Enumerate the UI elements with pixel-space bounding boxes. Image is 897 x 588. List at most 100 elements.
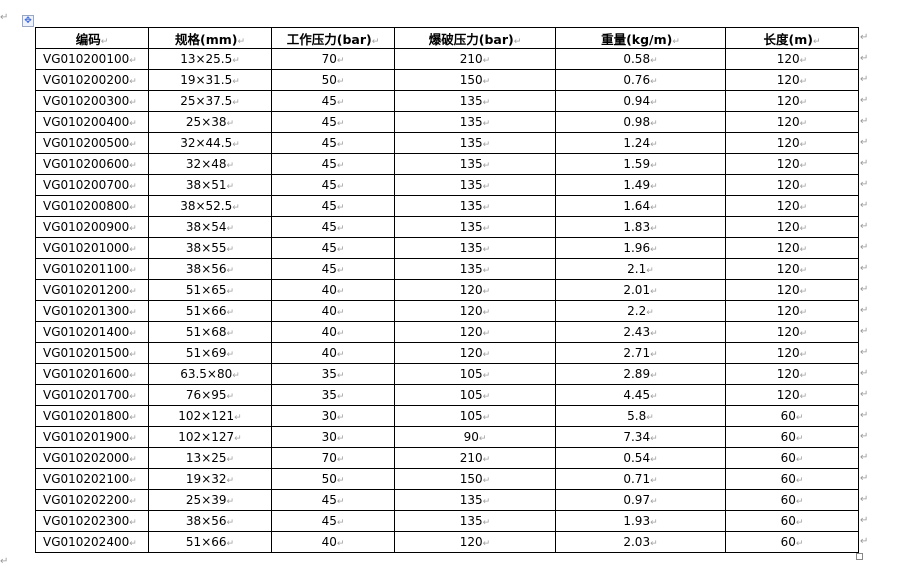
- cell-length[interactable]: 120: [725, 90, 859, 112]
- cell-spec[interactable]: 51×66: [148, 531, 272, 553]
- cell-burst-pressure[interactable]: 135: [394, 195, 556, 217]
- cell-code[interactable]: VG010202400: [35, 531, 149, 553]
- cell-weight[interactable]: 0.97: [555, 489, 726, 511]
- cell-weight[interactable]: 1.64: [555, 195, 726, 217]
- cell-burst-pressure[interactable]: 135: [394, 216, 556, 238]
- cell-weight[interactable]: 2.71: [555, 342, 726, 364]
- cell-code[interactable]: VG010201700: [35, 384, 149, 406]
- cell-code[interactable]: VG010200200: [35, 69, 149, 91]
- cell-code[interactable]: VG010201000: [35, 237, 149, 259]
- cell-burst-pressure[interactable]: 135: [394, 510, 556, 532]
- cell-burst-pressure[interactable]: 120: [394, 321, 556, 343]
- cell-weight[interactable]: 1.24: [555, 132, 726, 154]
- cell-burst-pressure[interactable]: 135: [394, 174, 556, 196]
- cell-burst-pressure[interactable]: 105: [394, 363, 556, 385]
- cell-weight[interactable]: 2.1: [555, 258, 726, 280]
- cell-working-pressure[interactable]: 70: [271, 447, 395, 469]
- cell-code[interactable]: VG010200400: [35, 111, 149, 133]
- cell-spec[interactable]: 51×68: [148, 321, 272, 343]
- cell-working-pressure[interactable]: 45: [271, 90, 395, 112]
- cell-spec[interactable]: 25×37.5: [148, 90, 272, 112]
- cell-length[interactable]: 120: [725, 111, 859, 133]
- cell-code[interactable]: VG010202300: [35, 510, 149, 532]
- cell-burst-pressure[interactable]: 105: [394, 384, 556, 406]
- cell-length[interactable]: 120: [725, 153, 859, 175]
- cell-working-pressure[interactable]: 45: [271, 153, 395, 175]
- cell-weight[interactable]: 0.98: [555, 111, 726, 133]
- cell-spec[interactable]: 19×32: [148, 468, 272, 490]
- cell-burst-pressure[interactable]: 135: [394, 132, 556, 154]
- cell-working-pressure[interactable]: 35: [271, 384, 395, 406]
- cell-weight[interactable]: 0.71: [555, 468, 726, 490]
- cell-length[interactable]: 60: [725, 405, 859, 427]
- cell-working-pressure[interactable]: 40: [271, 321, 395, 343]
- cell-burst-pressure[interactable]: 105: [394, 405, 556, 427]
- cell-working-pressure[interactable]: 50: [271, 468, 395, 490]
- cell-weight[interactable]: 0.76: [555, 69, 726, 91]
- cell-burst-pressure[interactable]: 120: [394, 342, 556, 364]
- cell-spec[interactable]: 38×51: [148, 174, 272, 196]
- table-move-handle-icon[interactable]: ✥: [22, 15, 34, 27]
- cell-weight[interactable]: 1.96: [555, 237, 726, 259]
- cell-weight[interactable]: 2.2: [555, 300, 726, 322]
- cell-weight[interactable]: 0.94: [555, 90, 726, 112]
- cell-weight[interactable]: 2.01: [555, 279, 726, 301]
- cell-spec[interactable]: 38×56: [148, 510, 272, 532]
- cell-working-pressure[interactable]: 40: [271, 531, 395, 553]
- cell-working-pressure[interactable]: 70: [271, 48, 395, 70]
- cell-working-pressure[interactable]: 30: [271, 426, 395, 448]
- cell-code[interactable]: VG010200300: [35, 90, 149, 112]
- cell-code[interactable]: VG010200900: [35, 216, 149, 238]
- cell-working-pressure[interactable]: 45: [271, 258, 395, 280]
- cell-working-pressure[interactable]: 45: [271, 174, 395, 196]
- cell-length[interactable]: 120: [725, 384, 859, 406]
- cell-code[interactable]: VG010200600: [35, 153, 149, 175]
- cell-length[interactable]: 120: [725, 258, 859, 280]
- cell-burst-pressure[interactable]: 135: [394, 237, 556, 259]
- cell-code[interactable]: VG010202000: [35, 447, 149, 469]
- cell-spec[interactable]: 38×54: [148, 216, 272, 238]
- cell-code[interactable]: VG010201300: [35, 300, 149, 322]
- cell-length[interactable]: 120: [725, 132, 859, 154]
- cell-code[interactable]: VG010200100: [35, 48, 149, 70]
- cell-code[interactable]: VG010200800: [35, 195, 149, 217]
- cell-burst-pressure[interactable]: 135: [394, 258, 556, 280]
- cell-working-pressure[interactable]: 30: [271, 405, 395, 427]
- cell-spec[interactable]: 38×56: [148, 258, 272, 280]
- cell-working-pressure[interactable]: 45: [271, 237, 395, 259]
- cell-burst-pressure[interactable]: 90: [394, 426, 556, 448]
- cell-length[interactable]: 120: [725, 279, 859, 301]
- table-resize-handle[interactable]: [856, 553, 863, 560]
- cell-code[interactable]: VG010201100: [35, 258, 149, 280]
- cell-burst-pressure[interactable]: 120: [394, 300, 556, 322]
- cell-length[interactable]: 60: [725, 426, 859, 448]
- cell-spec[interactable]: 76×95: [148, 384, 272, 406]
- cell-code[interactable]: VG010202100: [35, 468, 149, 490]
- cell-burst-pressure[interactable]: 210: [394, 48, 556, 70]
- cell-working-pressure[interactable]: 40: [271, 279, 395, 301]
- cell-spec[interactable]: 51×65: [148, 279, 272, 301]
- cell-spec[interactable]: 102×121: [148, 405, 272, 427]
- cell-spec[interactable]: 51×69: [148, 342, 272, 364]
- cell-working-pressure[interactable]: 45: [271, 111, 395, 133]
- cell-burst-pressure[interactable]: 135: [394, 90, 556, 112]
- cell-length[interactable]: 60: [725, 447, 859, 469]
- cell-working-pressure[interactable]: 35: [271, 363, 395, 385]
- cell-weight[interactable]: 7.34: [555, 426, 726, 448]
- cell-working-pressure[interactable]: 45: [271, 510, 395, 532]
- cell-weight[interactable]: 0.58: [555, 48, 726, 70]
- cell-weight[interactable]: 1.49: [555, 174, 726, 196]
- cell-working-pressure[interactable]: 45: [271, 132, 395, 154]
- cell-working-pressure[interactable]: 45: [271, 216, 395, 238]
- cell-spec[interactable]: 13×25: [148, 447, 272, 469]
- cell-code[interactable]: VG010201500: [35, 342, 149, 364]
- cell-length[interactable]: 120: [725, 321, 859, 343]
- cell-working-pressure[interactable]: 45: [271, 195, 395, 217]
- cell-spec[interactable]: 32×48: [148, 153, 272, 175]
- cell-spec[interactable]: 32×44.5: [148, 132, 272, 154]
- cell-spec[interactable]: 63.5×80: [148, 363, 272, 385]
- cell-working-pressure[interactable]: 40: [271, 342, 395, 364]
- cell-spec[interactable]: 25×39: [148, 489, 272, 511]
- cell-burst-pressure[interactable]: 135: [394, 489, 556, 511]
- cell-burst-pressure[interactable]: 210: [394, 447, 556, 469]
